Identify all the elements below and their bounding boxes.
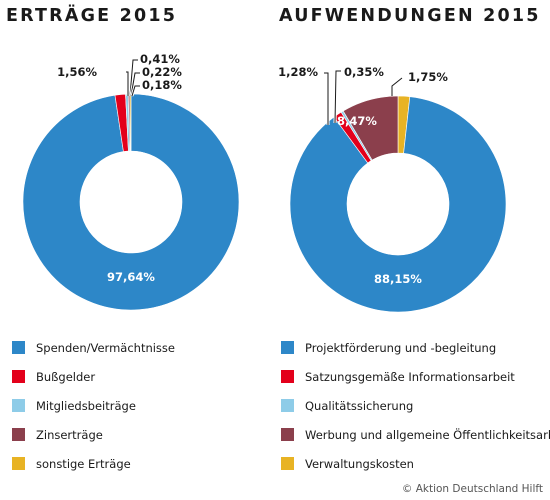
- legend-item: Qualitätssicherung: [281, 391, 550, 420]
- legend-label: Zinserträge: [36, 427, 103, 442]
- leader-line: [131, 85, 140, 97]
- leader-line: [130, 72, 140, 97]
- slice-label: 0,35%: [344, 65, 384, 79]
- legend-label: Bußgelder: [36, 369, 96, 384]
- slice-label: 0,41%: [140, 52, 180, 66]
- leader-line: [129, 59, 138, 97]
- legend-item: Zinserträge: [12, 420, 175, 449]
- donut-aufwendungen: 88,15% 8,47% 1,28% 0,35% 1,75%: [278, 65, 507, 313]
- leader-line: [334, 70, 341, 124]
- leader-line: [126, 71, 129, 96]
- slice-label: 8,47%: [337, 114, 377, 128]
- legend-label: Spenden/Vermächtnisse: [36, 340, 175, 355]
- slice-label: 1,28%: [278, 65, 318, 79]
- legend-label: Projektförderung und -begleitung: [305, 340, 497, 355]
- legend-label: Mitgliedsbeiträge: [36, 398, 136, 413]
- slice-label: 88,15%: [374, 272, 422, 286]
- leader-line-halo: [390, 76, 403, 96]
- slice-label: 97,64%: [107, 270, 155, 284]
- copyright-credit: © Aktion Deutschland Hilft: [401, 483, 543, 495]
- legend-swatch: [12, 399, 25, 412]
- donut-slice-1-3: [342, 95, 399, 161]
- donut-charts: 97,64% 1,56% 0,41%0,22%0,18% 88,15% 8,47% 1,…: [22, 52, 507, 313]
- legend-swatch: [12, 428, 25, 441]
- legend-label: Satzungsgemäße Informationsarbeit: [305, 369, 515, 384]
- legend-swatch: [12, 370, 25, 383]
- legend-item: Bußgelder: [12, 362, 175, 391]
- slice-label: 0,22%: [142, 65, 182, 79]
- slice-label: 0,18%: [142, 78, 182, 92]
- slice-label: 1,75%: [408, 70, 448, 84]
- legend-swatch: [281, 428, 294, 441]
- legend-item: Projektförderung und -begleitung: [281, 333, 550, 362]
- leader-line: [324, 72, 329, 125]
- legend-label: Verwaltungskosten: [305, 456, 414, 471]
- legend-label: Werbung und allgemeine Öffentlichkeitsar…: [305, 427, 550, 442]
- donut-ertraege: 97,64% 1,56% 0,41%0,22%0,18%: [22, 52, 240, 311]
- legend-item: Spenden/Vermächtnisse: [12, 333, 175, 362]
- leader-line-halo: [324, 71, 330, 125]
- legend-swatch: [12, 341, 25, 354]
- legend-swatch: [281, 399, 294, 412]
- legend-item: Werbung und allgemeine Öffentlichkeitsar…: [281, 420, 550, 449]
- donut-hole: [347, 153, 449, 255]
- legend-item: Verwaltungskosten: [281, 449, 550, 478]
- chart-title-aufwendungen: AUFWENDUNGEN 2015: [279, 6, 541, 26]
- leader-line: [391, 77, 403, 96]
- legend-swatch: [281, 341, 294, 354]
- donut-hole: [80, 151, 182, 253]
- slice-label: 1,56%: [57, 65, 97, 79]
- legend-swatch: [281, 370, 294, 383]
- legend-swatch: [281, 457, 294, 470]
- legend-ertraege: Spenden/Vermächtnisse Bußgelder Mitglied…: [12, 333, 175, 478]
- legend-item: Mitgliedsbeiträge: [12, 391, 175, 420]
- legend-item: sonstige Erträge: [12, 449, 175, 478]
- legend-aufwendungen: Projektförderung und -begleitung Satzung…: [281, 333, 550, 478]
- legend-item: Satzungsgemäße Informationsarbeit: [281, 362, 550, 391]
- chart-title-ertraege: ERTRÄGE 2015: [6, 6, 178, 26]
- legend-label: sonstige Erträge: [36, 456, 131, 471]
- legend-swatch: [12, 457, 25, 470]
- legend-label: Qualitätssicherung: [305, 398, 414, 413]
